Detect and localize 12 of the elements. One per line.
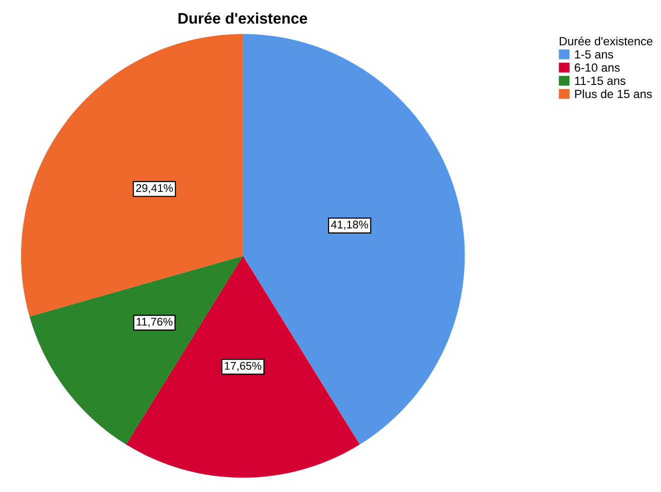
legend-label: 1-5 ans (575, 50, 614, 59)
data-label: 29,41% (136, 184, 173, 194)
pie-slice (126, 256, 360, 478)
chart-title: Durée d'existence (178, 12, 308, 24)
legend-title: Durée d'existence (560, 36, 652, 46)
legend-label: 11-15 ans (575, 76, 626, 85)
legend-label: 6-10 ans (574, 63, 620, 72)
data-label: 17,65% (224, 362, 262, 372)
legend-label: Plus de 15 ans (575, 89, 652, 98)
data-label: 41,18% (331, 220, 368, 230)
data-label: 11,76% (136, 318, 172, 327)
pie-slice (21, 34, 243, 317)
